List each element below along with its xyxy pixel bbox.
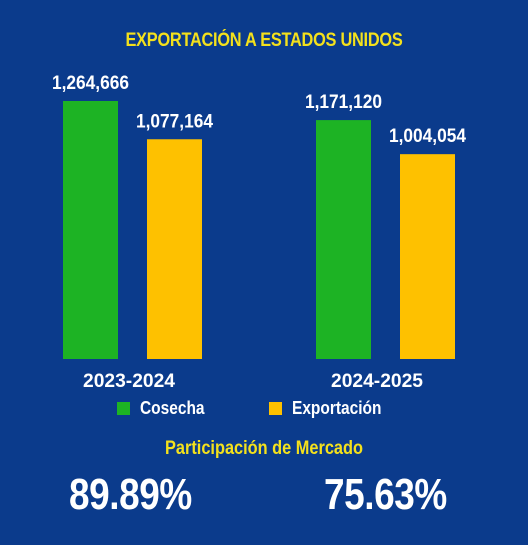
- legend-item-exportacion: Exportación: [269, 398, 396, 419]
- value-label-group: 1,264,666 1,077,164 1,171,120 1,004,054: [52, 73, 466, 147]
- legend-label-cosecha: Cosecha: [140, 398, 205, 418]
- category-label-group: 2023-2024 2024-2025: [83, 371, 423, 392]
- legend-item-cosecha: Cosecha: [117, 398, 215, 419]
- bar-cosecha-2023-2024: [63, 101, 118, 359]
- value-label-cosecha-2024-2025: 1,171,120: [305, 92, 382, 113]
- bar-exportacin-2024-2025: [400, 154, 455, 359]
- value-label-cosecha-2023-2024: 1,264,666: [52, 73, 129, 94]
- value-label-exportacin-2024-2025: 1,004,054: [389, 126, 466, 147]
- market-share-value-2024-2025: 75.63%: [324, 470, 447, 519]
- category-label-2023-2024: 2023-2024: [83, 371, 175, 392]
- category-label-2024-2025: 2024-2025: [331, 371, 423, 392]
- market-share-title: Participación de Mercado: [165, 438, 363, 459]
- bar-group: [63, 101, 455, 359]
- bar-exportacin-2023-2024: [147, 139, 202, 359]
- value-label-exportacin-2023-2024: 1,077,164: [136, 111, 213, 132]
- bar-chart: 1,264,666 1,077,164 1,171,120 1,004,054 202…: [52, 73, 466, 392]
- chart-title: EXPORTACIÓN A ESTADOS UNIDOS: [125, 30, 403, 51]
- legend-swatch-exportacion: [269, 402, 282, 415]
- legend-swatch-cosecha: [117, 402, 130, 415]
- legend: Cosecha Exportación: [0, 398, 528, 422]
- bar-cosecha-2024-2025: [316, 120, 371, 359]
- market-share-value-2023-2024: 89.89%: [69, 470, 192, 519]
- legend-label-exportacion: Exportación: [292, 398, 382, 418]
